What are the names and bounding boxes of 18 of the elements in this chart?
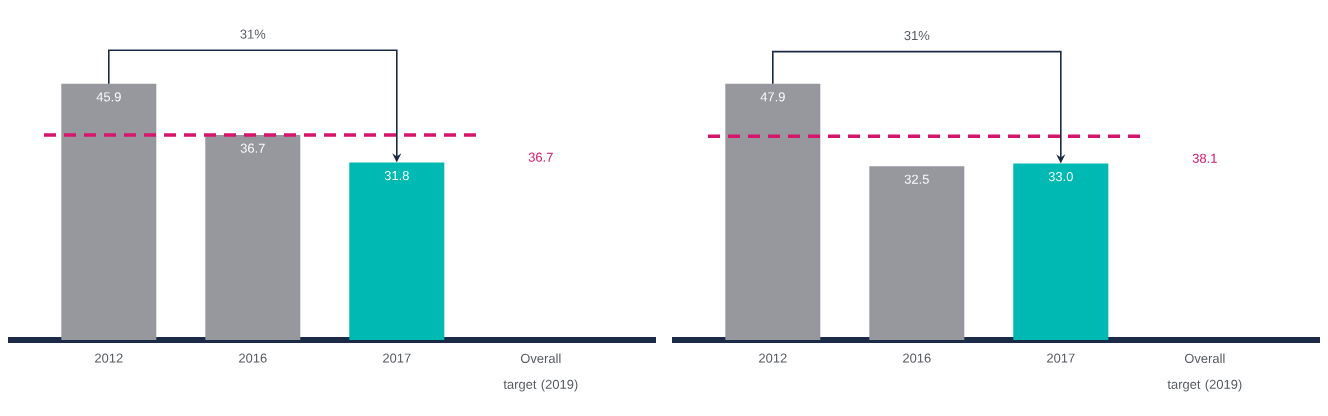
x-tick-label: 2016 bbox=[903, 353, 931, 363]
text: 31% bbox=[240, 29, 266, 39]
x-tick-label: 2017 bbox=[383, 353, 411, 363]
x-tick-label: 2016 bbox=[239, 353, 267, 363]
category-label: Overall target (2019) bbox=[1167, 353, 1242, 392]
data-label: 32.5 bbox=[904, 174, 929, 184]
data-label: 47.9 bbox=[760, 92, 785, 102]
data-label: 31.8 bbox=[384, 170, 409, 181]
x-tick-label: 2012 bbox=[759, 353, 787, 363]
text: 31% bbox=[904, 30, 930, 41]
data-label: 36.7 bbox=[240, 143, 265, 153]
ref-line-label: 38.1 bbox=[1192, 153, 1217, 163]
x-tick-label: 2012 bbox=[95, 353, 123, 363]
x-tick-label: 2017 bbox=[1047, 353, 1075, 363]
ref-line-label: 36.7 bbox=[528, 152, 553, 162]
data-label: 45.9 bbox=[96, 92, 121, 102]
category-label: Overall target (2019) bbox=[503, 353, 578, 392]
data-label: 33.0 bbox=[1048, 171, 1073, 182]
